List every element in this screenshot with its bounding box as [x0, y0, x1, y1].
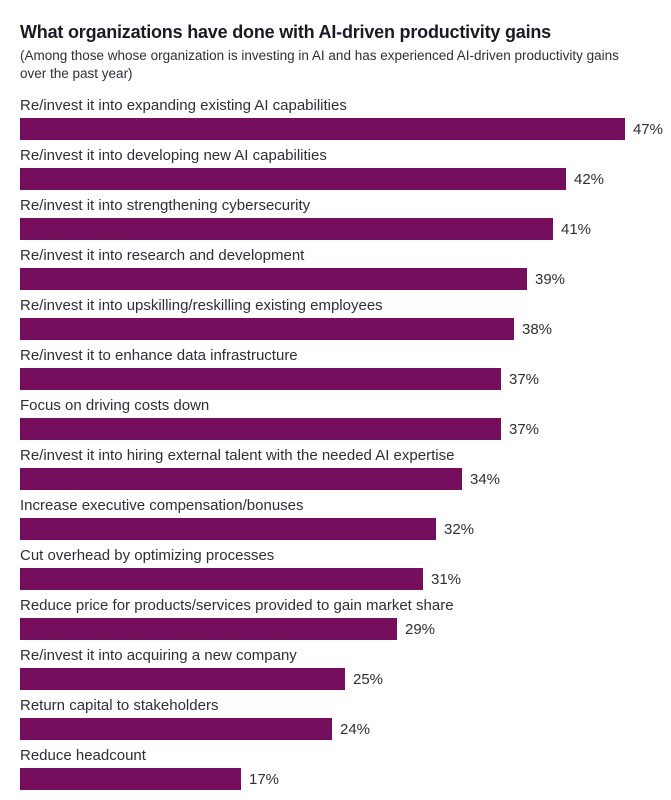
bar-value-label: 17%: [249, 770, 280, 788]
bar-line: 25%: [20, 668, 663, 690]
bar-category-label: Reduce price for products/services provi…: [20, 597, 454, 614]
bar-value-label: 25%: [353, 670, 384, 688]
bar-value-label: 34%: [470, 470, 501, 488]
bar: [20, 768, 241, 790]
bar-category-label: Re/invest it into hiring external talent…: [20, 447, 455, 464]
bar-line: 38%: [20, 318, 663, 340]
chart-row: Reduce headcount 17%: [20, 746, 663, 790]
bar: [20, 168, 566, 190]
bar-category-label: Return capital to stakeholders: [20, 697, 219, 714]
bar-line: 24%: [20, 718, 663, 740]
bar-value-label: 39%: [535, 270, 566, 288]
chart-row: Re/invest it into hiring external talent…: [20, 446, 663, 490]
chart-row: Focus on driving costs down 37%: [20, 396, 663, 440]
bar: [20, 418, 501, 440]
bar-value-label: 42%: [574, 170, 605, 188]
bar: [20, 468, 462, 490]
bar: [20, 518, 436, 540]
bar-line: 32%: [20, 518, 663, 540]
bar: [20, 268, 527, 290]
chart-row: Re/invest it into strengthening cybersec…: [20, 196, 663, 240]
chart-row: Cut overhead by optimizing processes 31%: [20, 546, 663, 590]
bar-value-label: 38%: [522, 320, 553, 338]
bar-value-label: 24%: [340, 720, 371, 738]
bar-line: 42%: [20, 168, 663, 190]
chart-row: Return capital to stakeholders 24%: [20, 696, 663, 740]
bar-line: 17%: [20, 768, 663, 790]
bar-category-label: Re/invest it into expanding existing AI …: [20, 97, 347, 114]
bar-category-label: Focus on driving costs down: [20, 397, 210, 414]
bar-line: 37%: [20, 368, 663, 390]
bar-chart: Re/invest it into expanding existing AI …: [20, 96, 663, 790]
bar-value-label: 31%: [431, 570, 462, 588]
bar-category-label: Increase executive compensation/bonuses: [20, 497, 304, 514]
bar-value-label: 32%: [444, 520, 475, 538]
chart-row: Re/invest it to enhance data infrastruct…: [20, 346, 663, 390]
chart-row: Re/invest it into upskilling/reskilling …: [20, 296, 663, 340]
bar: [20, 668, 345, 690]
bar-line: 41%: [20, 218, 663, 240]
bar-value-label: 47%: [632, 120, 663, 138]
bar: [20, 318, 514, 340]
chart-title: What organizations have done with AI-dri…: [20, 22, 551, 42]
bar: [20, 368, 501, 390]
bar-line: 34%: [20, 468, 663, 490]
bar-category-label: Re/invest it to enhance data infrastruct…: [20, 347, 298, 364]
chart-row: Re/invest it into research and developme…: [20, 246, 663, 290]
bar-category-label: Re/invest it into strengthening cybersec…: [20, 197, 311, 214]
chart-row: Re/invest it into expanding existing AI …: [20, 96, 663, 140]
bar-line: 47%: [20, 118, 663, 140]
bar-line: 37%: [20, 418, 663, 440]
chart-row: Increase executive compensation/bonuses …: [20, 496, 663, 540]
bar-category-label: Re/invest it into developing new AI capa…: [20, 147, 327, 164]
chart-row: Re/invest it into acquiring a new compan…: [20, 646, 663, 690]
bar-category-label: Re/invest it into research and developme…: [20, 247, 305, 264]
bar: [20, 218, 553, 240]
bar-category-label: Cut overhead by optimizing processes: [20, 547, 275, 564]
bar: [20, 568, 423, 590]
bar-value-label: 37%: [509, 370, 540, 388]
bar-category-label: Re/invest it into upskilling/reskilling …: [20, 297, 383, 314]
bar: [20, 118, 625, 140]
bar-value-label: 41%: [561, 220, 592, 238]
chart-subtitle: (Among those whose organization is inves…: [20, 48, 619, 81]
bar: [20, 618, 397, 640]
bar-value-label: 29%: [405, 620, 436, 638]
bar-line: 29%: [20, 618, 663, 640]
bar-category-label: Reduce headcount: [20, 747, 146, 764]
bar-line: 39%: [20, 268, 663, 290]
bar-category-label: Re/invest it into acquiring a new compan…: [20, 647, 297, 664]
bar-line: 31%: [20, 568, 663, 590]
chart-row: Re/invest it into developing new AI capa…: [20, 146, 663, 190]
chart-row: Reduce price for products/services provi…: [20, 596, 663, 640]
bar: [20, 718, 332, 740]
bar-value-label: 37%: [509, 420, 540, 438]
